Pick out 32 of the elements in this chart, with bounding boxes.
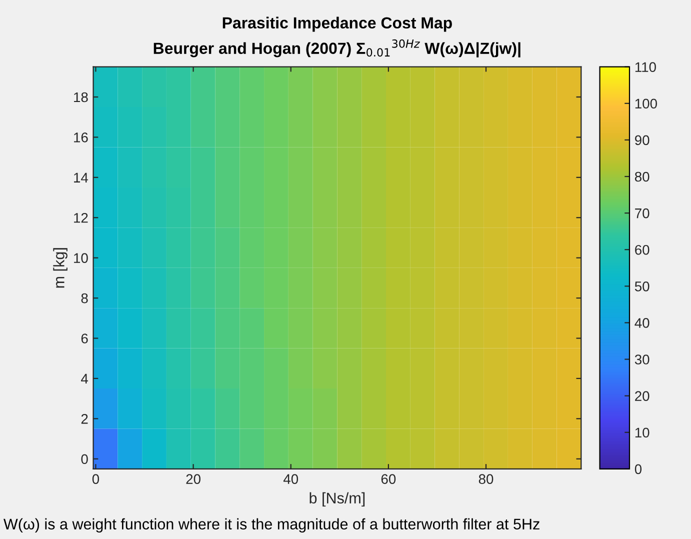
x-axis-title: b [Ns/m] [310, 492, 365, 507]
color-bar-label: 70 [635, 208, 650, 218]
x-tick-label: 80 [478, 474, 494, 484]
y-tick-label: 10 [74, 253, 88, 263]
x-tick-label: 60 [381, 474, 396, 484]
color-bar-label: 60 [635, 244, 650, 255]
color-bar-label: 100 [635, 98, 657, 109]
chart-title: Parasitic Impedance Cost Map [222, 16, 452, 32]
y-tick-label: 2 [81, 414, 88, 424]
y-tick-label: 18 [74, 92, 88, 102]
y-axis-title: m [kg] [53, 248, 68, 288]
chart-subtitle: Beurger and Hogan (2007) Σ$_{0.01}$$^{30Hz}$ W(ω)Δ|Z(jw)| [154, 39, 520, 58]
color-bar-label: 110 [635, 62, 656, 72]
color-bar-label: 40 [634, 318, 650, 328]
y-tick-label: 6 [81, 334, 88, 344]
y-tick-label: 14 [74, 172, 88, 182]
color-bar-label: 10 [635, 428, 650, 438]
x-tick-label: 20 [186, 474, 200, 484]
color-bar-label: 80 [634, 172, 650, 182]
color-bar-label: 0 [634, 464, 642, 474]
color-bar-label: 90 [635, 135, 650, 146]
y-tick-label: 4 [81, 374, 88, 384]
y-tick-label: 12 [74, 212, 88, 223]
y-tick-label: 8 [81, 293, 88, 304]
x-tick-label: 40 [283, 474, 298, 484]
text: W(ω) is a weight function where it is the magnitude of a butterworth filter at 5Hz [4, 518, 540, 533]
color-bar-label: 30 [634, 354, 650, 364]
color-bar-label: 20 [635, 391, 650, 401]
color-bar-label: 50 [634, 281, 650, 292]
y-tick-label: 0 [81, 454, 88, 464]
y-tick-label: 16 [74, 132, 88, 142]
x-tick-label: 0 [92, 474, 100, 484]
